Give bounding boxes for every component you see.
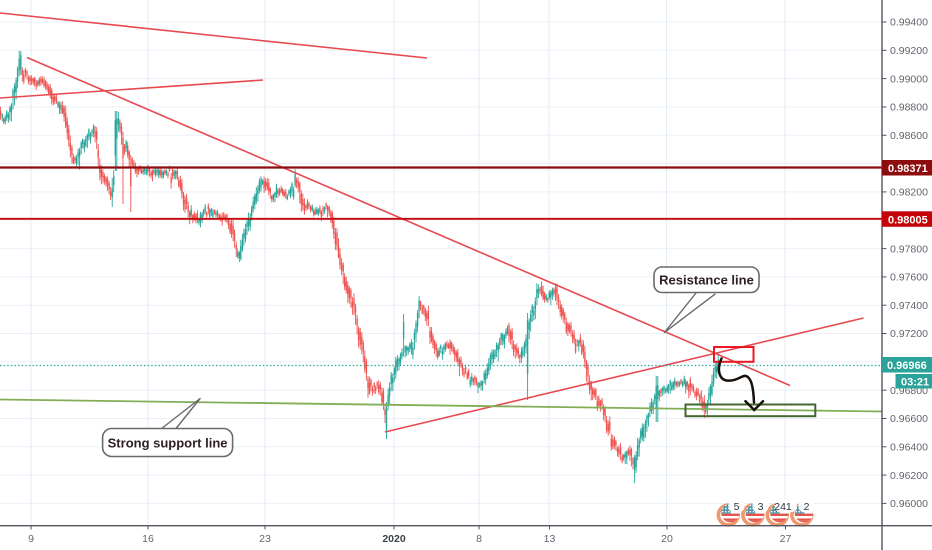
svg-text:23: 23 xyxy=(259,533,271,545)
svg-text:2020: 2020 xyxy=(382,533,406,545)
svg-text:2: 2 xyxy=(804,501,810,513)
svg-text:0.96200: 0.96200 xyxy=(890,470,928,482)
svg-text:13: 13 xyxy=(544,533,556,545)
svg-text:0.96600: 0.96600 xyxy=(890,413,928,425)
svg-text:0.99400: 0.99400 xyxy=(890,17,928,29)
svg-text:241: 241 xyxy=(774,501,792,513)
svg-text:0.98800: 0.98800 xyxy=(890,102,928,114)
svg-text:Strong support line: Strong support line xyxy=(108,436,228,451)
svg-text:27: 27 xyxy=(780,533,792,545)
svg-text:0.98005: 0.98005 xyxy=(888,214,928,226)
svg-text:0.97200: 0.97200 xyxy=(890,328,928,340)
svg-text:0.99200: 0.99200 xyxy=(890,45,928,57)
svg-text:0.96000: 0.96000 xyxy=(890,498,928,510)
svg-text:0.96400: 0.96400 xyxy=(890,442,928,454)
svg-text:0.97600: 0.97600 xyxy=(890,272,928,284)
svg-text:0.97800: 0.97800 xyxy=(890,243,928,255)
svg-text:9: 9 xyxy=(28,533,34,545)
svg-text:0.98371: 0.98371 xyxy=(888,163,928,175)
svg-text:0.97400: 0.97400 xyxy=(890,300,928,312)
svg-text:03:21: 03:21 xyxy=(901,376,929,388)
svg-text:5: 5 xyxy=(734,501,740,513)
svg-text:0.98200: 0.98200 xyxy=(890,187,928,199)
svg-text:Resistance line: Resistance line xyxy=(659,273,754,288)
svg-text:0.96966: 0.96966 xyxy=(887,360,927,372)
svg-text:0.99000: 0.99000 xyxy=(890,73,928,85)
svg-text:20: 20 xyxy=(661,533,673,545)
svg-text:0.98600: 0.98600 xyxy=(890,130,928,142)
svg-text:16: 16 xyxy=(142,533,154,545)
svg-text:3: 3 xyxy=(758,501,764,513)
svg-text:8: 8 xyxy=(476,533,482,545)
